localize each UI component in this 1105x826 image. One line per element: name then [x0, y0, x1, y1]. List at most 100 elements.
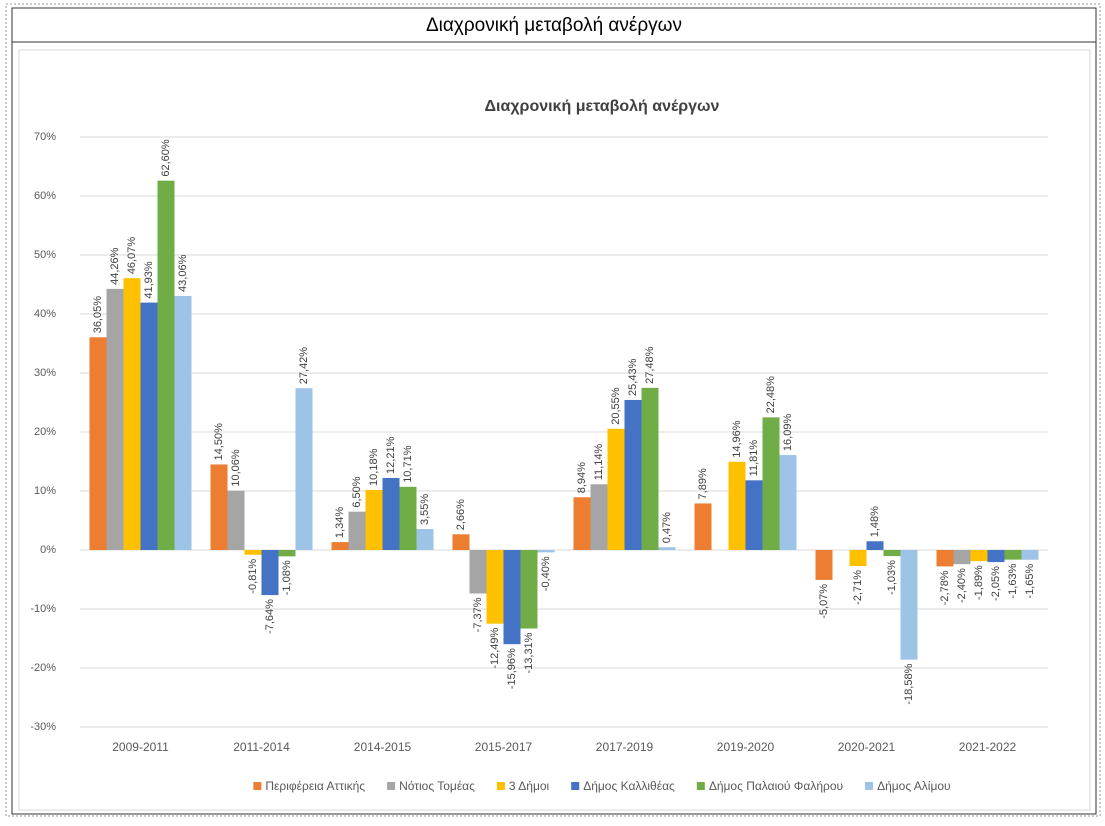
data-label: 1,48%: [869, 506, 881, 537]
bar: [244, 550, 262, 555]
data-label: -7,64%: [264, 599, 276, 634]
bar: [900, 550, 918, 660]
bar: [348, 511, 366, 550]
data-label: -1,65%: [1024, 564, 1036, 599]
bar: [520, 550, 538, 629]
bar: [607, 428, 625, 550]
data-label: 0,47%: [661, 512, 673, 543]
bar: [210, 464, 228, 550]
bar: [779, 455, 797, 550]
bar: [123, 278, 141, 550]
outer-frame: [5, 3, 1101, 817]
data-label: -12,49%: [489, 627, 501, 668]
bar: [573, 497, 591, 550]
data-label: -15,96%: [506, 648, 518, 689]
data-label: 36,05%: [92, 296, 104, 334]
data-label: 25,43%: [627, 358, 639, 396]
y-tick-label: -30%: [30, 721, 56, 733]
data-label: 11,81%: [748, 440, 760, 477]
data-label: -0,40%: [540, 556, 552, 591]
x-tick-label: 2014-2015: [354, 740, 412, 754]
data-label: 27,48%: [644, 346, 656, 384]
data-label: 44,26%: [109, 247, 121, 285]
data-label: 46,07%: [126, 237, 138, 275]
data-label: 20,55%: [610, 387, 622, 425]
bar: [1021, 550, 1039, 560]
data-label: 1,34%: [334, 507, 346, 538]
bar: [728, 461, 746, 550]
y-tick-label: 20%: [34, 426, 56, 438]
legend-label: 3 Δήμοι: [509, 779, 550, 793]
data-label: -5,07%: [818, 584, 830, 619]
bar: [331, 542, 349, 550]
data-label: -2,78%: [939, 570, 951, 605]
data-label: 27,42%: [298, 347, 310, 385]
x-tick-label: 2015-2017: [475, 740, 533, 754]
y-tick-label: 50%: [34, 249, 56, 261]
bar: [486, 550, 504, 624]
bar: [953, 550, 971, 565]
y-tick-label: 60%: [34, 190, 56, 202]
bar: [399, 486, 417, 550]
bar: [641, 387, 659, 550]
data-label: 16,09%: [782, 414, 794, 452]
bar: [365, 489, 383, 550]
bar: [762, 417, 780, 550]
bar: [503, 550, 521, 645]
y-tick-label: 30%: [34, 367, 56, 379]
bar: [227, 490, 245, 550]
y-tick-label: 70%: [34, 131, 56, 143]
x-tick-label: 2017-2019: [596, 740, 654, 754]
data-label: 14,50%: [213, 423, 225, 461]
bar: [1004, 550, 1022, 560]
bar: [174, 295, 192, 550]
data-label: 8,94%: [576, 462, 588, 493]
data-label: -13,31%: [523, 632, 535, 673]
data-label: -2,05%: [990, 566, 1002, 601]
legend-marker: [496, 782, 505, 790]
data-label: -1,89%: [973, 565, 985, 600]
data-label: 3,55%: [419, 494, 431, 525]
data-label: 11,14%: [593, 444, 605, 481]
bar: [849, 550, 867, 566]
legend-marker: [865, 782, 874, 790]
y-tick-label: -20%: [30, 662, 56, 674]
bar: [694, 503, 712, 550]
x-tick-label: 2011-2014: [233, 740, 290, 754]
data-label: -18,58%: [903, 663, 915, 704]
data-label: 43,06%: [177, 254, 189, 292]
data-label: 12,21%: [385, 436, 397, 474]
bar: [382, 477, 400, 550]
bar: [745, 480, 763, 550]
data-label: -1,63%: [1007, 563, 1019, 598]
data-label: 2,66%: [455, 499, 467, 530]
bar: [278, 550, 296, 557]
bar: [970, 550, 988, 562]
x-tick-label: 2021-2022: [959, 740, 1017, 754]
data-label: -1,03%: [886, 560, 898, 595]
bar: [883, 550, 901, 557]
data-label: -0,81%: [247, 559, 259, 594]
bar: [866, 541, 884, 550]
data-label: 10,06%: [230, 449, 242, 487]
data-label: 14,96%: [731, 420, 743, 458]
bar: [295, 388, 313, 550]
data-label: -1,08%: [281, 560, 293, 595]
bar: [987, 550, 1005, 563]
bar: [624, 399, 642, 550]
bar: [106, 288, 124, 550]
data-label: 7,89%: [697, 468, 709, 499]
x-tick-label: 2019-2020: [717, 740, 775, 754]
bar: [936, 550, 954, 567]
bar: [469, 550, 487, 594]
data-label: 10,18%: [368, 448, 380, 486]
legend-marker: [571, 782, 580, 790]
data-label: 62,60%: [160, 139, 172, 177]
data-label: 6,50%: [351, 476, 363, 507]
chart-area: [18, 49, 1091, 811]
y-tick-label: 40%: [34, 308, 56, 320]
data-label: -2,40%: [956, 568, 968, 603]
bar: [261, 550, 279, 596]
y-tick-label: 0%: [40, 544, 56, 556]
